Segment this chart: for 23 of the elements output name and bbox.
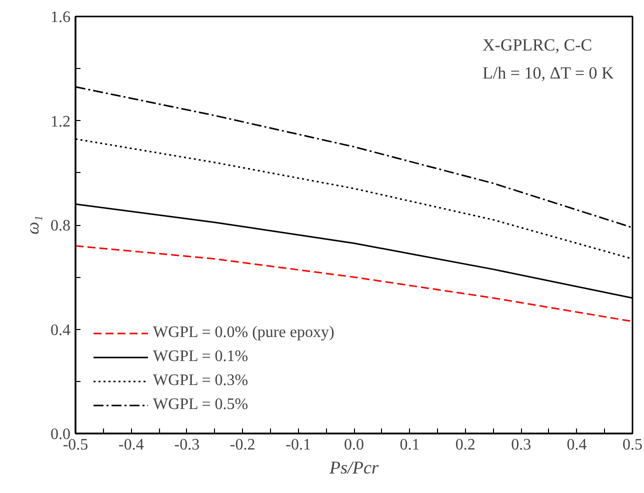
x-tick-label: -0.4: [118, 436, 144, 454]
y-tick-label: 0.8: [50, 218, 70, 234]
line-series: [76, 245, 632, 322]
x-tick-label: 0.1: [400, 436, 420, 454]
x-tick-label: 0.5: [622, 436, 642, 454]
y-axis-title: ω₁: [22, 216, 42, 234]
x-tick-label: 0.4: [566, 436, 587, 454]
legend-label: WGPL = 0.1%: [153, 348, 248, 366]
legend-label: WGPL = 0.0% (pure epoxy): [153, 324, 334, 342]
x-tick-label: -0.3: [174, 436, 200, 454]
y-tick-label: 0.4: [50, 322, 70, 339]
y-tick-label: 1.2: [50, 113, 70, 130]
annotation: X-GPLRC, C-C: [482, 36, 592, 54]
x-tick-label: -0.2: [230, 436, 256, 454]
legend-label: WGPL = 0.5%: [153, 396, 248, 414]
y-tick-label: 1.6: [50, 9, 70, 26]
legend-label: WGPL = 0.3%: [153, 372, 248, 390]
x-tick-label: 0.0: [344, 436, 364, 454]
annotation: L/h = 10, ΔT = 0 K: [482, 64, 615, 82]
x-tick-label: 0.2: [455, 436, 476, 454]
x-axis-title: Ps/Pcr: [328, 458, 380, 478]
x-tick-label: -0.1: [286, 436, 311, 454]
x-tick-label: 0.3: [511, 436, 532, 454]
